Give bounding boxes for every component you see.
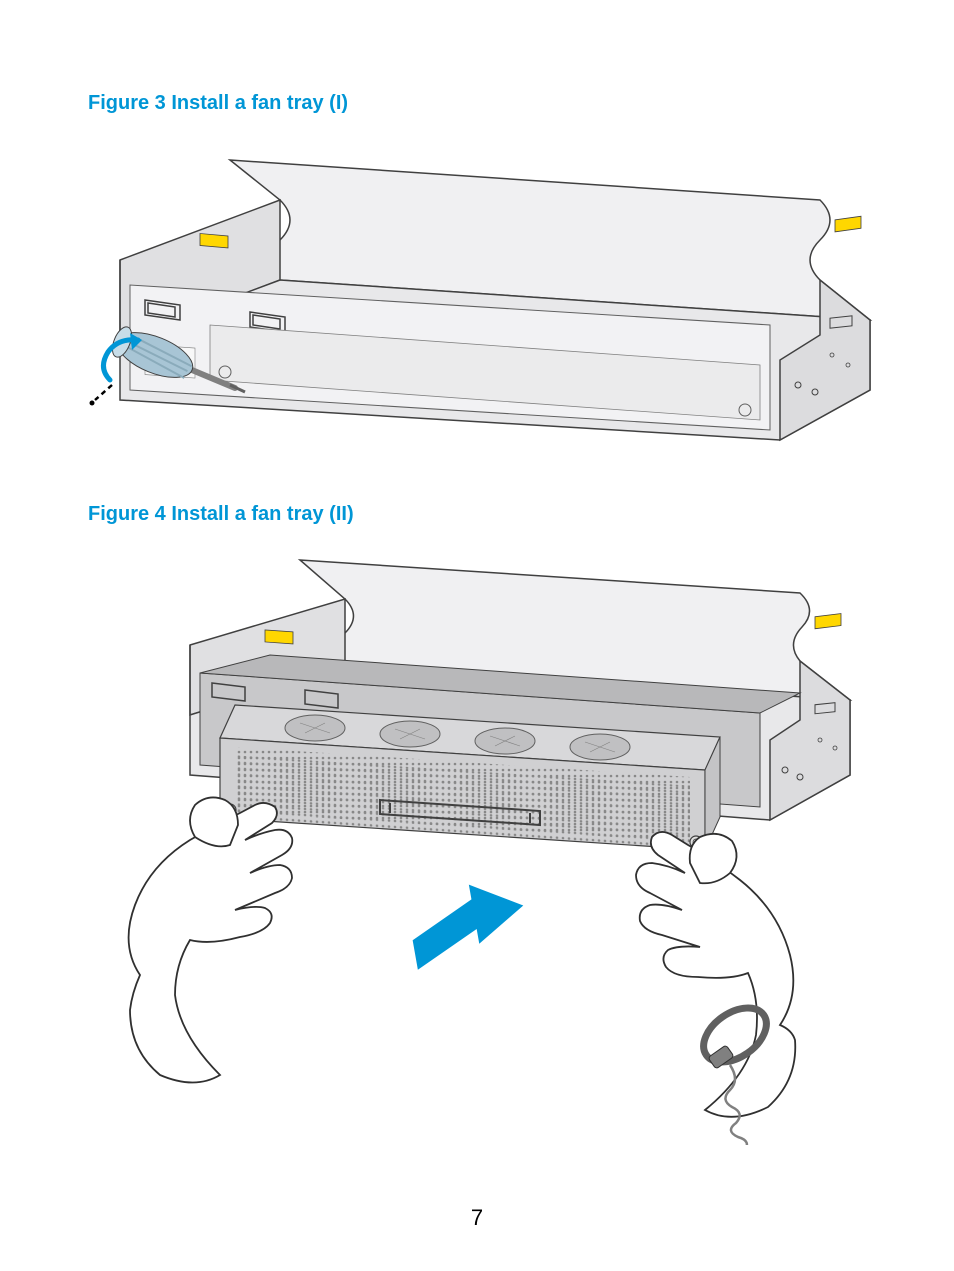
figure-4-illustration [80, 545, 880, 1145]
page-number: 7 [471, 1205, 483, 1231]
figure-3-illustration [80, 140, 880, 460]
insert-arrow-icon [405, 876, 531, 970]
left-hand [129, 797, 293, 1082]
figure-4-caption: Figure 4 Install a fan tray (II) [88, 503, 354, 526]
chassis-body [120, 160, 870, 440]
figure-3-caption: Figure 3 Install a fan tray (I) [88, 92, 348, 115]
right-hand [636, 832, 795, 1117]
